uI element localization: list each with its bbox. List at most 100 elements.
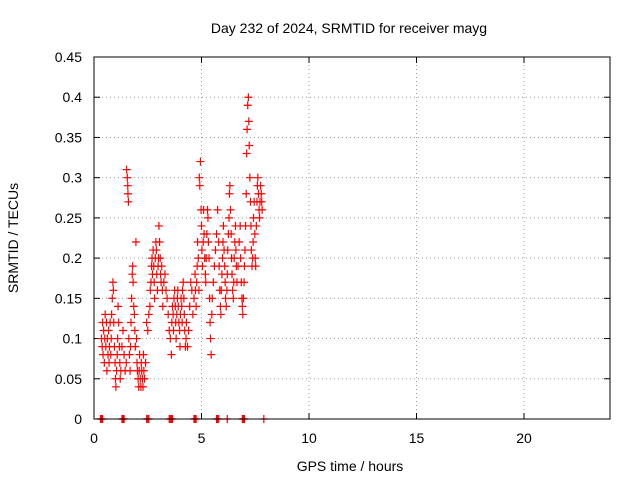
data-point — [203, 205, 212, 214]
data-point — [130, 310, 139, 319]
data-point — [162, 286, 171, 295]
data-point — [240, 262, 249, 271]
data-point — [205, 254, 214, 263]
data-point — [132, 334, 141, 343]
data-point — [212, 229, 221, 238]
x-tick-label: 20 — [516, 430, 532, 446]
y-tick-label: 0.4 — [63, 89, 83, 105]
y-tick-label: 0.25 — [55, 210, 82, 226]
data-point — [196, 157, 205, 166]
data-point — [107, 310, 116, 319]
data-point — [178, 286, 187, 295]
data-point — [198, 262, 207, 271]
data-point — [126, 366, 135, 375]
data-point — [242, 189, 251, 198]
data-point — [184, 326, 193, 335]
data-point — [201, 278, 210, 287]
data-point — [245, 141, 254, 150]
data-point — [239, 294, 248, 303]
data-point — [243, 101, 252, 110]
data-point — [244, 93, 253, 102]
data-point — [253, 173, 262, 182]
data-point — [123, 189, 132, 198]
data-point — [123, 173, 132, 182]
data-point — [119, 326, 128, 335]
data-point — [197, 221, 206, 230]
data-point — [192, 302, 201, 311]
data-point — [145, 302, 154, 311]
data-point — [158, 302, 167, 311]
data-point — [192, 278, 201, 287]
data-point — [194, 286, 203, 295]
data-point — [117, 342, 126, 351]
data-point — [114, 318, 123, 327]
data-point — [235, 238, 244, 247]
data-point — [154, 221, 163, 230]
data-point — [195, 181, 204, 190]
data-point — [140, 374, 149, 383]
data-point — [123, 181, 132, 190]
y-tick-label: 0.35 — [55, 129, 82, 145]
data-point — [139, 350, 148, 359]
data-point — [211, 246, 220, 255]
data-point — [144, 310, 153, 319]
data-point — [245, 173, 254, 182]
data-point — [125, 350, 134, 359]
data-point — [183, 342, 192, 351]
data-point — [250, 229, 259, 238]
x-tick-label: 0 — [90, 430, 98, 446]
data-point — [257, 189, 266, 198]
data-point — [219, 221, 228, 230]
data-point — [225, 213, 234, 222]
data-point — [150, 278, 159, 287]
data-point — [122, 358, 131, 367]
data-point — [244, 117, 253, 126]
data-point — [247, 246, 256, 255]
data-point — [243, 125, 252, 134]
y-tick-label: 0.3 — [63, 170, 83, 186]
data-point — [116, 374, 125, 383]
data-point — [218, 254, 227, 263]
data-point — [142, 318, 151, 327]
data-point — [227, 229, 236, 238]
y-tick-label: 0 — [74, 411, 82, 427]
data-point — [188, 310, 197, 319]
data-point — [251, 262, 260, 271]
y-tick-label: 0.05 — [55, 371, 82, 387]
axis-ticks — [93, 56, 610, 420]
y-tick-label: 0.1 — [63, 331, 83, 347]
data-point — [202, 229, 211, 238]
data-point — [206, 318, 215, 327]
x-tick-labels: 0 5 10 15 20 — [90, 430, 532, 446]
data-point — [113, 350, 122, 359]
data-point — [209, 278, 218, 287]
data-point — [172, 334, 181, 343]
data-point — [249, 238, 258, 247]
data-point — [216, 310, 225, 319]
data-point — [238, 310, 247, 319]
data-point — [128, 262, 137, 271]
data-point — [255, 213, 264, 222]
data-point — [129, 302, 138, 311]
data-point — [228, 286, 237, 295]
data-point — [203, 213, 212, 222]
data-point — [131, 342, 140, 351]
data-point — [163, 294, 172, 303]
data-point — [109, 286, 118, 295]
data-point — [152, 246, 161, 255]
x-tick-label: 10 — [301, 430, 317, 446]
data-point — [155, 238, 164, 247]
data-point — [207, 310, 216, 319]
data-point — [111, 382, 120, 391]
data-point — [225, 189, 234, 198]
data-point — [131, 238, 140, 247]
plot-frame — [93, 56, 611, 420]
data-point — [182, 318, 191, 327]
data-point — [122, 165, 131, 174]
data-point — [201, 270, 210, 279]
data-point — [222, 302, 231, 311]
y-axis-title: SRMTID / TECUs — [5, 183, 21, 293]
data-point — [221, 278, 230, 287]
data-point — [220, 262, 229, 271]
